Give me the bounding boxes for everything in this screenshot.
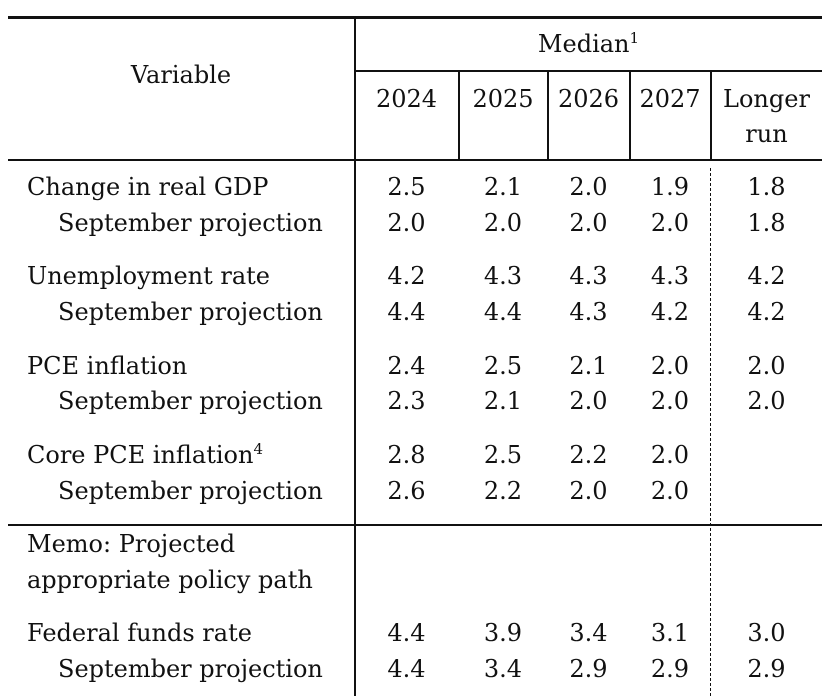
row-label-core-pce-inflation: Core PCE inflation4 [27, 440, 263, 469]
median-header: Median1 [537, 29, 640, 58]
cell-pce-2026: 2.1 [569, 352, 608, 380]
cell-unemp-sep-2025: 4.4 [483, 298, 523, 326]
cell-pce-2027: 2.0 [650, 352, 690, 380]
cell-ffr-longer-run: 3.0 [747, 619, 786, 647]
year-divider-4 [710, 71, 712, 160]
year-divider-3 [629, 71, 631, 160]
cell-gdp-sep-2024: 2.0 [387, 209, 426, 237]
row-label-pce-september: September projection [58, 387, 323, 415]
cell-gdp-2026: 2.0 [569, 173, 608, 201]
header-rule [8, 159, 822, 161]
core-pce-footnote-marker: 4 [253, 440, 263, 458]
memo-label-line1: Memo: Projected [27, 530, 236, 558]
row-label-pce-inflation: PCE inflation [27, 352, 188, 380]
cell-ffr-sep-2026: 2.9 [569, 655, 608, 683]
cell-unemp-2027: 4.3 [650, 262, 690, 290]
cell-gdp-2024: 2.5 [387, 173, 426, 201]
memo-rule [8, 524, 822, 526]
longer-run-header-line2: run [745, 120, 788, 148]
longer-run-dashed-divider [710, 168, 711, 696]
cell-unemp-2024: 4.2 [387, 262, 426, 290]
cell-core-2024: 2.8 [387, 441, 426, 469]
cell-pce-sep-2026: 2.0 [569, 387, 608, 415]
cell-gdp-sep-longer-run: 1.8 [747, 209, 786, 237]
cell-unemp-longer-run: 4.2 [747, 262, 786, 290]
cell-pce-longer-run: 2.0 [747, 352, 786, 380]
year-header-2027: 2027 [639, 85, 701, 113]
cell-core-sep-2026: 2.0 [569, 477, 608, 505]
cell-gdp-2027: 1.9 [650, 173, 690, 201]
year-header-2025: 2025 [472, 85, 534, 113]
cell-ffr-sep-longer-run: 2.9 [747, 655, 786, 683]
cell-gdp-longer-run: 1.8 [747, 173, 786, 201]
year-divider-2 [547, 71, 549, 160]
longer-run-header-line1: Longer [723, 85, 810, 113]
cell-pce-sep-2027: 2.0 [650, 387, 690, 415]
cell-ffr-2024: 4.4 [387, 619, 426, 647]
cell-unemp-sep-longer-run: 4.2 [747, 298, 786, 326]
cell-gdp-sep-2026: 2.0 [569, 209, 608, 237]
cell-core-sep-2027: 2.0 [650, 477, 690, 505]
cell-pce-sep-longer-run: 2.0 [747, 387, 786, 415]
year-divider-1 [458, 71, 460, 160]
cell-core-sep-2024: 2.6 [387, 477, 426, 505]
cell-pce-sep-2024: 2.3 [387, 387, 426, 415]
row-label-gdp: Change in real GDP [27, 173, 269, 201]
row-label-gdp-september: September projection [58, 209, 323, 237]
cell-ffr-sep-2027: 2.9 [650, 655, 690, 683]
row-label-ffr-september: September projection [58, 655, 323, 683]
cell-unemp-sep-2026: 4.3 [569, 298, 608, 326]
cell-unemp-2025: 4.3 [483, 262, 523, 290]
year-header-2026: 2026 [557, 85, 620, 113]
cell-gdp-sep-2025: 2.0 [483, 209, 523, 237]
median-rule [354, 70, 822, 72]
row-label-core-pce-september: September projection [58, 477, 323, 505]
memo-label-line2: appropriate policy path [27, 566, 313, 594]
cell-pce-2025: 2.5 [483, 352, 523, 380]
cell-unemp-sep-2024: 4.4 [387, 298, 426, 326]
cell-pce-2024: 2.4 [387, 352, 426, 380]
top-rule [8, 16, 822, 19]
variable-column-divider [354, 16, 356, 696]
cell-unemp-sep-2027: 4.2 [650, 298, 690, 326]
cell-gdp-sep-2027: 2.0 [650, 209, 690, 237]
projections-table: Variable Median1 2024 2025 2026 2027 Lon… [8, 16, 822, 696]
cell-ffr-2027: 3.1 [650, 619, 690, 647]
cell-gdp-2025: 2.1 [483, 173, 523, 201]
cell-core-2025: 2.5 [483, 441, 523, 469]
cell-ffr-sep-2024: 4.4 [387, 655, 426, 683]
variable-header: Variable [130, 61, 232, 89]
cell-unemp-2026: 4.3 [569, 262, 608, 290]
row-label-federal-funds-rate: Federal funds rate [27, 619, 252, 647]
cell-ffr-2026: 3.4 [569, 619, 608, 647]
cell-core-2027: 2.0 [650, 441, 690, 469]
row-label-unemployment: Unemployment rate [27, 262, 271, 290]
cell-pce-sep-2025: 2.1 [483, 387, 523, 415]
median-footnote-marker: 1 [629, 29, 640, 47]
year-header-2024: 2024 [375, 85, 438, 113]
cell-ffr-sep-2025: 3.4 [483, 655, 523, 683]
cell-core-sep-2025: 2.2 [483, 477, 523, 505]
cell-core-2026: 2.2 [569, 441, 608, 469]
cell-ffr-2025: 3.9 [483, 619, 523, 647]
row-label-unemployment-september: September projection [58, 298, 323, 326]
